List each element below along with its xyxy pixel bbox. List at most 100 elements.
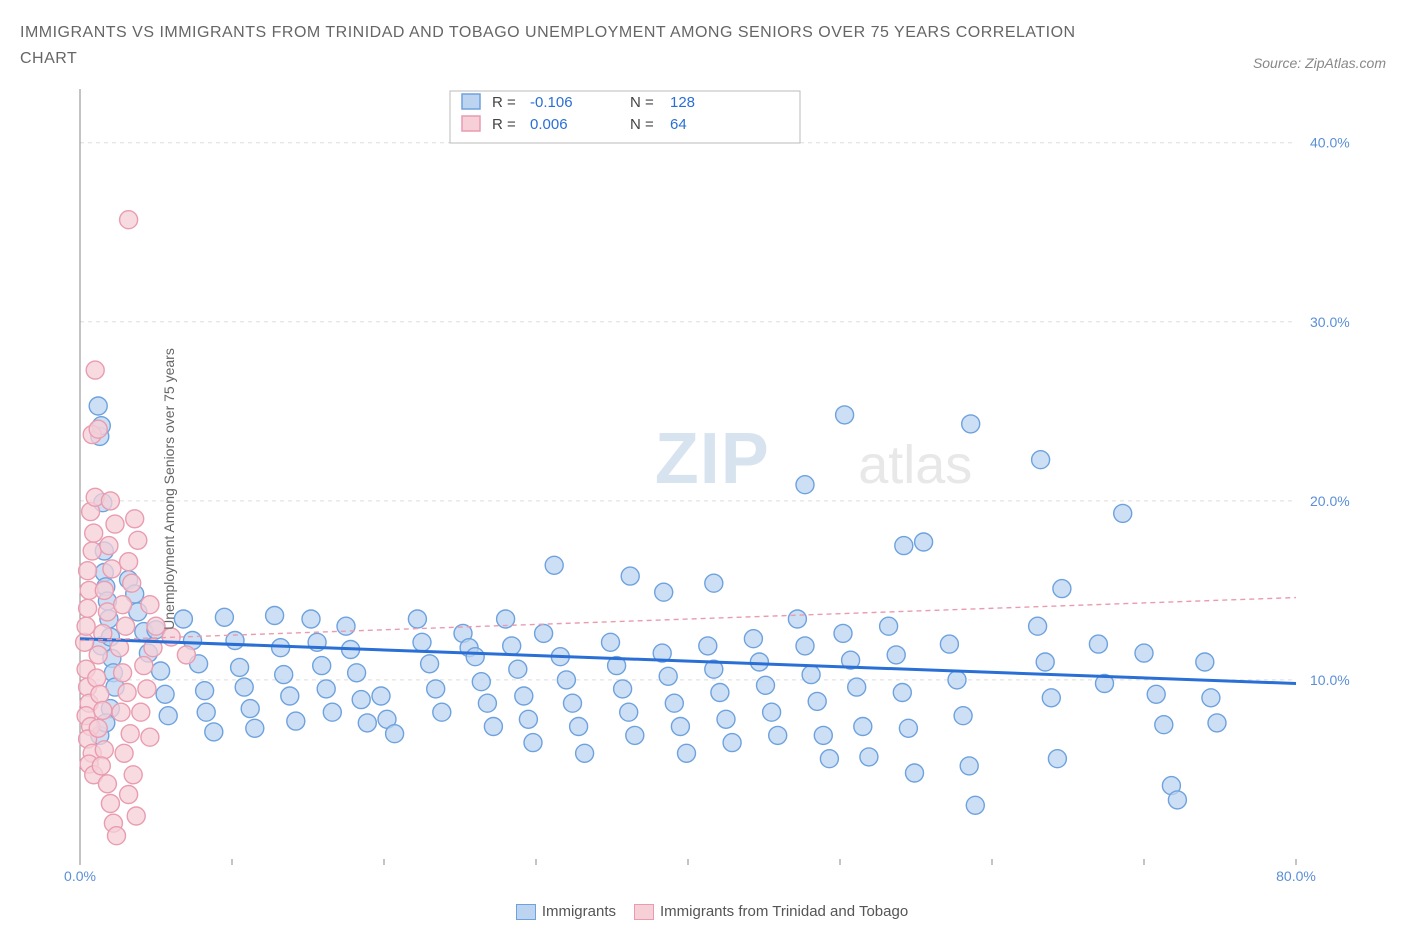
stats-swatch <box>462 116 480 131</box>
data-point <box>408 610 426 628</box>
data-point <box>114 596 132 614</box>
data-point <box>98 775 116 793</box>
data-point <box>352 691 370 709</box>
data-point <box>915 533 933 551</box>
data-point <box>699 637 717 655</box>
data-point <box>744 630 762 648</box>
data-point <box>129 531 147 549</box>
data-point <box>1196 653 1214 671</box>
data-point <box>614 680 632 698</box>
data-point <box>763 703 781 721</box>
data-point <box>802 666 820 684</box>
data-point <box>177 646 195 664</box>
data-point <box>83 542 101 560</box>
data-point <box>156 685 174 703</box>
data-point <box>123 574 141 592</box>
data-point <box>121 725 139 743</box>
data-point <box>880 617 898 635</box>
data-point <box>89 646 107 664</box>
data-point <box>120 786 138 804</box>
data-point <box>515 687 533 705</box>
data-point <box>960 757 978 775</box>
data-point <box>602 633 620 651</box>
stats-r-value: 0.006 <box>530 116 568 133</box>
source-credit: Source: ZipAtlas.com <box>1253 55 1386 71</box>
data-point <box>159 707 177 725</box>
data-point <box>421 655 439 673</box>
data-point <box>323 703 341 721</box>
data-point <box>79 562 97 580</box>
data-point <box>127 807 145 825</box>
data-point <box>484 718 502 736</box>
data-point <box>413 633 431 651</box>
x-tick-label: 0.0% <box>64 868 96 884</box>
data-point <box>101 795 119 813</box>
data-point <box>94 702 112 720</box>
data-point <box>1029 617 1047 635</box>
data-point <box>962 415 980 433</box>
data-point <box>126 510 144 528</box>
data-point <box>241 700 259 718</box>
y-tick-label: 40.0% <box>1310 135 1350 151</box>
data-point <box>1048 750 1066 768</box>
data-point <box>814 727 832 745</box>
data-point <box>108 827 126 845</box>
watermark-atlas: atlas <box>858 435 972 495</box>
plot-wrap: Unemployment Among Seniors over 75 years… <box>20 79 1386 899</box>
data-point <box>757 676 775 694</box>
data-point <box>89 719 107 737</box>
stats-swatch <box>462 94 480 109</box>
data-point <box>215 608 233 626</box>
data-point <box>834 625 852 643</box>
scatter-plot: ZIPatlas0.0%80.0%10.0%20.0%30.0%40.0%R =… <box>20 79 1386 899</box>
stats-r-value: -0.106 <box>530 94 573 111</box>
data-point <box>120 211 138 229</box>
data-point <box>138 680 156 698</box>
data-point <box>705 574 723 592</box>
data-point <box>77 617 95 635</box>
data-point <box>115 744 133 762</box>
data-point <box>1202 689 1220 707</box>
data-point <box>141 596 159 614</box>
data-point <box>124 766 142 784</box>
data-point <box>135 657 153 675</box>
data-point <box>433 703 451 721</box>
data-point <box>92 757 110 775</box>
data-point <box>887 646 905 664</box>
data-point <box>1135 644 1153 662</box>
data-point <box>114 664 132 682</box>
data-point <box>769 727 787 745</box>
data-point <box>564 694 582 712</box>
data-point <box>535 625 553 643</box>
data-point <box>205 723 223 741</box>
legend-swatch <box>634 904 654 920</box>
data-point <box>118 684 136 702</box>
data-point <box>91 685 109 703</box>
data-point <box>89 397 107 415</box>
data-point <box>478 694 496 712</box>
trend-line <box>80 639 1296 684</box>
bottom-legend: ImmigrantsImmigrants from Trinidad and T… <box>20 903 1386 920</box>
data-point <box>85 524 103 542</box>
data-point <box>621 567 639 585</box>
data-point <box>665 694 683 712</box>
data-point <box>620 703 638 721</box>
y-axis-label: Unemployment Among Seniors over 75 years <box>161 348 177 630</box>
y-tick-label: 20.0% <box>1310 493 1350 509</box>
data-point <box>101 492 119 510</box>
data-point <box>95 582 113 600</box>
data-point <box>524 734 542 752</box>
stats-n-value: 128 <box>670 94 695 111</box>
data-point <box>788 610 806 628</box>
data-point <box>372 687 390 705</box>
legend-swatch <box>516 904 536 920</box>
data-point <box>948 671 966 689</box>
data-point <box>358 714 376 732</box>
data-point <box>966 796 984 814</box>
data-point <box>895 537 913 555</box>
trend-line <box>80 598 1296 641</box>
data-point <box>906 764 924 782</box>
data-point <box>120 553 138 571</box>
data-point <box>197 703 215 721</box>
stats-r-label: R = <box>492 94 516 111</box>
